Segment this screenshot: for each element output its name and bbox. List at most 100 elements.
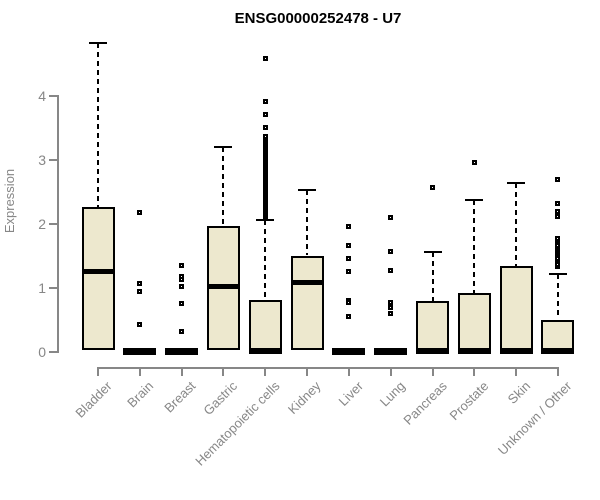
- x-tick-label: Kidney: [285, 378, 324, 418]
- x-tick-label: Brain: [124, 378, 157, 411]
- x-tick-label: Gastric: [200, 378, 241, 419]
- outlier-point: [388, 305, 394, 311]
- median-line: [248, 348, 282, 355]
- x-axis-tick: [515, 369, 518, 376]
- y-axis-label: Expression: [2, 168, 17, 234]
- outlier-point: [555, 200, 561, 206]
- x-tick-label: Bladder: [72, 378, 115, 421]
- whisker-cap: [214, 145, 233, 148]
- outlier-point: [346, 224, 352, 230]
- outlier-point: [179, 263, 185, 269]
- median-line: [416, 348, 450, 355]
- x-axis-tick: [138, 369, 141, 376]
- outlier-point: [430, 185, 436, 191]
- median-line: [290, 279, 324, 285]
- whisker-line: [556, 274, 559, 320]
- x-tick-label: Prostate: [446, 378, 492, 424]
- x-tick-label: Lung: [376, 378, 408, 410]
- outlier-point: [555, 236, 561, 242]
- box: [416, 300, 450, 351]
- outlier-point: [555, 177, 561, 183]
- x-axis-tick: [556, 369, 559, 376]
- y-axis-tick: [49, 94, 57, 97]
- median-line: [457, 348, 491, 355]
- collapsed-box: [123, 348, 157, 355]
- box: [248, 299, 282, 351]
- outlier-point: [346, 313, 352, 319]
- whisker-cap: [423, 251, 442, 254]
- outlier-point: [179, 301, 185, 306]
- outlier-point: [388, 248, 394, 254]
- median-line: [81, 269, 115, 275]
- outlier-point: [179, 284, 185, 290]
- median-line: [206, 284, 240, 290]
- x-axis-tick: [97, 369, 99, 376]
- box: [457, 292, 491, 351]
- outlier-point: [388, 268, 394, 274]
- x-axis-tick: [180, 369, 183, 376]
- x-axis-tick: [347, 369, 350, 376]
- outlier-point: [388, 214, 394, 220]
- whisker-cap: [548, 273, 567, 276]
- x-axis-tick: [222, 369, 225, 376]
- y-tick-label: 3: [38, 151, 46, 168]
- y-axis-tick: [49, 158, 57, 161]
- outlier-point: [262, 99, 268, 105]
- whisker-line: [264, 219, 267, 300]
- y-axis-tick: [49, 222, 57, 225]
- outlier-point: [388, 310, 394, 316]
- x-axis-line: [97, 367, 559, 369]
- x-tick-label: Pancreas: [400, 378, 450, 428]
- box: [81, 206, 115, 350]
- whisker-cap: [465, 198, 484, 201]
- y-tick-label: 2: [38, 215, 46, 232]
- box: [290, 255, 324, 351]
- outlier-point: [346, 255, 352, 261]
- whisker-line: [431, 252, 434, 301]
- outlier-point: [471, 160, 477, 166]
- whisker-line: [97, 43, 99, 207]
- box: [541, 319, 575, 351]
- whisker-line: [222, 146, 225, 227]
- outlier-point: [137, 280, 143, 286]
- whisker-cap: [298, 188, 317, 191]
- whisker-line: [473, 199, 476, 293]
- box: [499, 266, 533, 351]
- y-tick-label: 0: [38, 343, 46, 360]
- outlier-point: [555, 208, 561, 214]
- whisker-line: [306, 189, 309, 256]
- outlier-point: [137, 289, 143, 295]
- outlier-point: [262, 112, 268, 118]
- x-axis-tick: [389, 369, 392, 376]
- y-axis-tick: [49, 286, 57, 289]
- outlier-point: [346, 269, 352, 274]
- x-tick-label: Hematopoietic cells: [191, 378, 283, 469]
- collapsed-box: [165, 348, 199, 355]
- x-axis-tick: [306, 369, 309, 376]
- x-tick-label: Unknown / Other: [495, 378, 575, 458]
- median-line: [499, 348, 533, 355]
- x-tick-label: Breast: [161, 378, 199, 416]
- y-axis-line: [57, 94, 59, 353]
- collapsed-box: [374, 348, 408, 355]
- whisker-line: [515, 183, 518, 267]
- collapsed-box: [332, 348, 366, 355]
- whisker-cap: [89, 42, 107, 45]
- y-tick-label: 1: [38, 279, 46, 296]
- median-line: [541, 348, 575, 355]
- outlier-point: [346, 242, 352, 248]
- whisker-cap: [507, 182, 526, 185]
- x-tick-label: Skin: [504, 378, 534, 407]
- outlier-point: [262, 133, 268, 139]
- outlier-point: [179, 329, 185, 335]
- outlier-point: [137, 210, 143, 216]
- y-tick-label: 4: [38, 87, 46, 104]
- x-axis-tick: [264, 369, 267, 376]
- outlier-point: [137, 322, 143, 328]
- outlier-point: [346, 300, 352, 306]
- outlier-point: [262, 125, 268, 130]
- x-axis-tick: [473, 369, 476, 376]
- chart-title: ENSG00000252478 - U7: [234, 10, 402, 27]
- x-tick-label: Liver: [335, 378, 366, 409]
